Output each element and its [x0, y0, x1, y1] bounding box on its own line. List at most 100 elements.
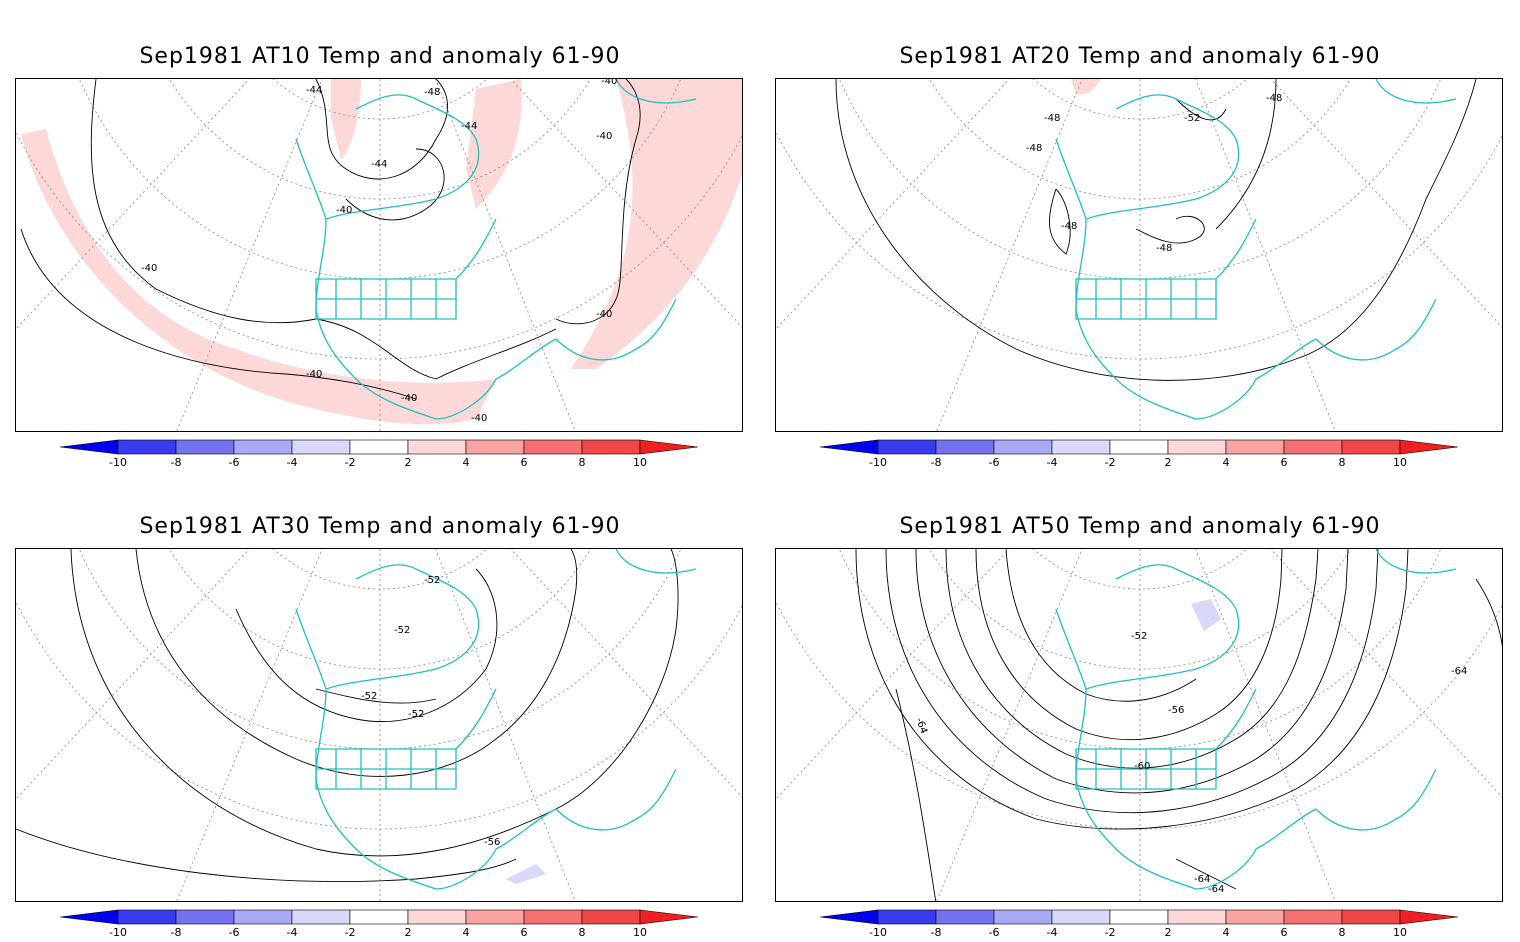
colorbar-tick-label: 2 [405, 456, 412, 469]
colorbar-segment [1225, 439, 1285, 455]
colorbar-segment [935, 439, 995, 455]
anomaly-band [506, 864, 546, 884]
contour-label: -40 [596, 131, 612, 142]
contour-label: -48 [1026, 143, 1042, 154]
contour-label: -40 [401, 393, 417, 404]
colorbar-tick-label: -2 [345, 926, 356, 939]
colorbar-segment [877, 439, 937, 455]
colorbar-tick-label: 8 [1339, 456, 1346, 469]
contour-labels: -44 -48 -44 -44 -40 -40 -40 -40 -40 -40 … [141, 79, 617, 424]
colorbar-segment [581, 909, 641, 925]
colorbar-tick-label: 2 [1165, 456, 1172, 469]
colorbar-tick-label: -4 [287, 456, 298, 469]
panel-title: Sep1981 AT20 Temp and anomaly 61-90 [899, 44, 1381, 69]
anomaly-band [21, 129, 496, 425]
contour-label: -40 [471, 413, 487, 424]
colorbar-tick-label: -6 [229, 926, 240, 939]
colorbar-segment [233, 909, 293, 925]
colorbar-segment [1051, 909, 1111, 925]
colorbar-tick-label: -10 [109, 926, 127, 939]
map-frame: -48 -52 -48 -48 -48 -48 [775, 78, 1503, 432]
colorbar-tick-label: 4 [463, 926, 470, 939]
contour-labels: -48 -52 -48 -48 -48 -48 [1026, 93, 1282, 254]
panel-title: Sep1981 AT30 Temp and anomaly 61-90 [139, 514, 621, 539]
map-frame: -52 -56 -60 -64 -64 -64 -64 [775, 548, 1503, 902]
colorbar-tick-label: 8 [579, 456, 586, 469]
colorbar-tick-label: 8 [1339, 926, 1346, 939]
colorbar-segment [407, 909, 467, 925]
contour-label: -52 [361, 691, 377, 702]
colorbar-segment [523, 909, 583, 925]
colorbar-tick-label: 10 [633, 456, 647, 469]
anomaly-band [331, 79, 361, 159]
colorbar: -10 -8 -6 -4 -2 2 4 6 8 10 [60, 438, 705, 472]
colorbar-tick-label: -4 [1047, 926, 1058, 939]
contour-label: -48 [1044, 113, 1060, 124]
colorbar-segment [465, 909, 525, 925]
colorbar-tick-label: 2 [405, 926, 412, 939]
map-svg: -52 -52 -52 -52 -56 [16, 549, 742, 901]
anomaly-band [571, 79, 742, 369]
colorbar-arrow-left [60, 909, 119, 925]
panel-at30: Sep1981 AT30 Temp and anomaly 61-90 [0, 470, 760, 940]
colorbar-segment [465, 439, 525, 455]
contour-label: -52 [424, 575, 440, 586]
map-frame: -44 -48 -44 -44 -40 -40 -40 -40 -40 -40 … [15, 78, 743, 432]
colorbar-tick-label: -8 [931, 926, 942, 939]
panel-at10: Sep1981 AT10 Temp and anomaly 61-90 [0, 0, 760, 470]
colorbar-tick-label: -6 [989, 926, 1000, 939]
colorbar-tick-label: -4 [287, 926, 298, 939]
colorbar-tick-label: -10 [869, 926, 887, 939]
contour-labels: -52 -56 -60 -64 -64 -64 -64 [913, 631, 1467, 895]
colorbar-arrow-right [1399, 909, 1459, 925]
contour-label: -56 [1168, 705, 1184, 716]
colorbar-arrow-left [60, 439, 119, 455]
colorbar-tick-label: 6 [1281, 456, 1288, 469]
colorbar-tick-label: -2 [1105, 456, 1116, 469]
colorbar-arrow-right [639, 439, 699, 455]
colorbar-tick-label: -8 [931, 456, 942, 469]
colorbar-segment [993, 439, 1053, 455]
colorbar-tick-label: 4 [1223, 926, 1230, 939]
colorbar-tick-label: -2 [345, 456, 356, 469]
contour-label: -40 [601, 79, 617, 87]
colorbar-tick-label: 10 [633, 926, 647, 939]
colorbar-segment [1225, 909, 1285, 925]
colorbar-tick-label: -10 [109, 456, 127, 469]
contour-label: -40 [141, 263, 157, 274]
colorbar-segment [581, 439, 641, 455]
colorbar-segment [349, 439, 409, 455]
contour-label: -64 [913, 716, 929, 735]
colorbar: -10 -8 -6 -4 -2 2 4 6 8 10 [820, 438, 1465, 472]
colorbar-segment [407, 439, 467, 455]
colorbar-tick-label: -6 [989, 456, 1000, 469]
contour-labels: -52 -52 -52 -52 -56 [361, 575, 500, 848]
anomaly-band [1191, 599, 1221, 631]
colorbar-segment [291, 439, 351, 455]
contour-label: -52 [408, 709, 424, 720]
colorbar-segment [1283, 439, 1343, 455]
colorbar-arrow-left [820, 909, 879, 925]
colorbar-segment [175, 439, 235, 455]
colorbar-tick-label: 6 [1281, 926, 1288, 939]
map-svg: -44 -48 -44 -44 -40 -40 -40 -40 -40 -40 … [16, 79, 742, 431]
contour-label: -64 [1208, 884, 1224, 895]
colorbar-segment [523, 439, 583, 455]
contour-label: -60 [1134, 761, 1150, 772]
panel-at50: Sep1981 AT50 Temp and anomaly 61-90 [760, 470, 1520, 940]
colorbar-segment [349, 909, 409, 925]
colorbar-tick-label: 10 [1393, 926, 1407, 939]
colorbar-tick-label: 6 [521, 926, 528, 939]
colorbar-segment [117, 439, 177, 455]
panel-title: Sep1981 AT10 Temp and anomaly 61-90 [139, 44, 621, 69]
colorbar-arrow-left [820, 439, 879, 455]
colorbar-segment [117, 909, 177, 925]
contour-label: -48 [1061, 221, 1077, 232]
panel-title: Sep1981 AT50 Temp and anomaly 61-90 [899, 514, 1381, 539]
contour-label: -40 [596, 309, 612, 320]
anomaly-band [466, 79, 522, 209]
colorbar-tick-label: 8 [579, 926, 586, 939]
contour-label: -40 [306, 369, 322, 380]
anomaly-band [1071, 79, 1101, 95]
contour-label: -40 [336, 205, 352, 216]
